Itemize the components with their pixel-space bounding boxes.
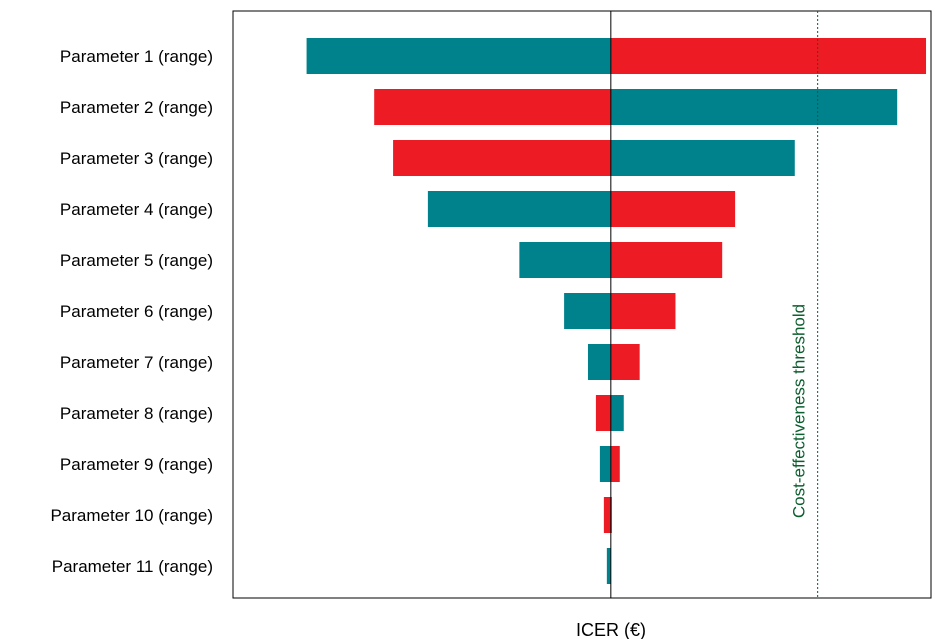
- bar-high-segment: [610, 395, 624, 431]
- bar-low-segment: [427, 191, 611, 227]
- threshold-label: Cost-effectiveness threshold: [790, 304, 809, 518]
- x-axis-title: ICER (€): [576, 620, 646, 639]
- bar-low-segment: [595, 395, 611, 431]
- category-label: Parameter 3 (range): [60, 149, 213, 168]
- category-label: Parameter 7 (range): [60, 353, 213, 372]
- bar-low-segment: [606, 548, 611, 584]
- category-label: Parameter 5 (range): [60, 251, 213, 270]
- bar-low-segment: [306, 38, 611, 74]
- bar-high-segment: [610, 446, 620, 482]
- category-label: Parameter 9 (range): [60, 455, 213, 474]
- category-label: Parameter 11 (range): [52, 557, 213, 576]
- bar-high-segment: [610, 38, 927, 74]
- bars: [306, 38, 927, 584]
- category-label: Parameter 8 (range): [60, 404, 213, 423]
- bar-low-segment: [519, 242, 611, 278]
- bar-high-segment: [610, 191, 736, 227]
- bar-high-segment: [610, 344, 640, 380]
- bar-low-segment: [603, 497, 611, 533]
- bar-low-segment: [564, 293, 611, 329]
- bar-low-segment: [393, 140, 611, 176]
- bar-low-segment: [374, 89, 611, 125]
- category-label: Parameter 10 (range): [50, 506, 213, 525]
- category-label: Parameter 4 (range): [60, 200, 213, 219]
- category-label: Parameter 1 (range): [60, 47, 213, 66]
- category-label: Parameter 2 (range): [60, 98, 213, 117]
- bar-low-segment: [587, 344, 611, 380]
- bar-high-segment: [610, 293, 676, 329]
- category-labels: Parameter 1 (range) Parameter 2 (range) Pa…: [50, 47, 213, 576]
- bar-high-segment: [610, 140, 795, 176]
- bar-low-segment: [599, 446, 611, 482]
- bar-high-segment: [610, 242, 723, 278]
- plot-frame: [232, 10, 932, 599]
- bar-high-segment: [610, 89, 898, 125]
- category-label: Parameter 6 (range): [60, 302, 213, 321]
